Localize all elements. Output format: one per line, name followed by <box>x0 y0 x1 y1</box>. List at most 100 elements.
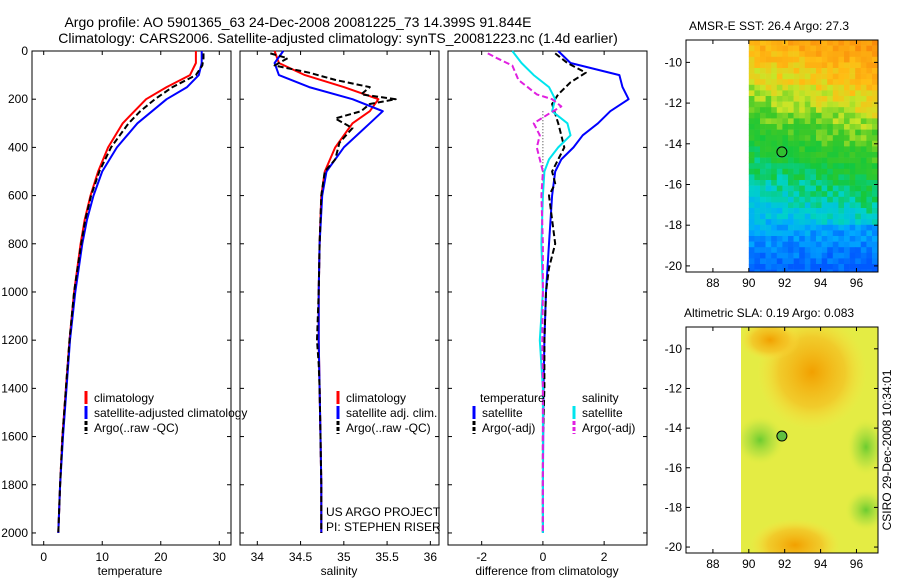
sst-heatmap-cell <box>776 140 783 147</box>
y-tick-label: -14 <box>665 137 683 151</box>
sst-heatmap-cell <box>776 241 783 248</box>
x-tick-label: 30 <box>213 550 227 564</box>
sst-heatmap-cell <box>804 185 811 192</box>
sst-heatmap-cell <box>832 118 839 125</box>
sst-heatmap-cell <box>771 213 778 220</box>
sst-heatmap-cell <box>855 236 862 242</box>
sst-heatmap-cell <box>776 168 783 175</box>
sst-heatmap-cell <box>748 112 755 119</box>
sst-heatmap-cell <box>816 79 822 86</box>
sst-heatmap-cell <box>748 258 755 265</box>
sst-heatmap-cell <box>810 129 817 136</box>
sst-heatmap-cell <box>754 196 761 203</box>
sst-heatmap-cell <box>760 252 766 259</box>
sst-heatmap-cell <box>872 107 878 114</box>
sst-heatmap-cell <box>771 107 778 114</box>
sst-heatmap-cell <box>799 129 806 136</box>
sst-heatmap-cell <box>860 180 867 186</box>
sst-heatmap-cell <box>832 62 839 69</box>
sst-heatmap-cell <box>832 157 839 164</box>
sst-heatmap-cell <box>799 140 806 147</box>
sst-heatmap-cell <box>765 224 772 231</box>
sst-heatmap-cell <box>866 152 873 158</box>
sst-heatmap-cell <box>866 230 873 237</box>
sst-heatmap-cell <box>816 51 822 58</box>
sst-heatmap-cell <box>804 140 811 147</box>
sst-heatmap-cell <box>860 96 867 102</box>
sst-heatmap-cell <box>844 191 850 198</box>
sst-heatmap-cell <box>754 112 761 119</box>
sst-heatmap-cell <box>827 51 834 58</box>
y-tick-label: 1400 <box>1 381 28 395</box>
sst-heatmap-cell <box>771 258 778 265</box>
sst-heatmap-cell <box>788 230 794 237</box>
sst-heatmap-cell <box>849 247 856 254</box>
sst-heatmap-cell <box>827 157 834 164</box>
sst-heatmap-cell <box>782 236 789 242</box>
sst-heatmap-cell <box>832 84 839 91</box>
sst-heatmap-cell <box>849 252 856 259</box>
sst-heatmap-cell <box>765 90 772 97</box>
sst-heatmap-cell <box>860 101 867 108</box>
sst-heatmap-cell <box>793 51 800 58</box>
sst-heatmap-cell <box>849 196 856 203</box>
sst-heatmap-cell <box>849 224 856 231</box>
sst-heatmap-cell <box>844 90 850 97</box>
sst-heatmap-cell <box>788 219 794 226</box>
sst-heatmap-cell <box>872 247 878 254</box>
sst-heatmap-cell <box>827 191 834 198</box>
y-tick-label: -20 <box>665 540 683 554</box>
sst-heatmap-cell <box>771 247 778 254</box>
sst-heatmap-cell <box>821 163 828 170</box>
sst-heatmap-cell <box>776 180 783 186</box>
x-tick-label: 92 <box>778 276 792 290</box>
sst-heatmap-cell <box>760 51 766 58</box>
salinity-panel: 34 34.5 35 35.5 36 salinity climatology sate… <box>239 50 441 578</box>
y-tick-label: -20 <box>665 259 683 273</box>
x-tick-label: 88 <box>706 557 720 571</box>
sst-heatmap-cell <box>855 118 862 125</box>
salinity-legend: climatology satellite adj. clim. Argo(..… <box>336 391 437 435</box>
sst-heatmap-cell <box>748 224 755 231</box>
series-line-salinity-argo-adj- <box>487 52 563 533</box>
sst-heatmap-cell <box>788 45 794 52</box>
sst-heatmap-cell <box>771 196 778 203</box>
sst-heatmap-cell <box>810 124 817 130</box>
sst-heatmap-cell <box>754 40 761 46</box>
sst-heatmap-cell <box>810 247 817 254</box>
sst-heatmap-cell <box>816 269 822 272</box>
sst-heatmap-cell <box>765 140 772 147</box>
sst-heatmap-cell <box>760 219 766 226</box>
y-tick-label: 400 <box>8 140 28 154</box>
sst-heatmap-cell <box>771 224 778 231</box>
sst-heatmap-cell <box>844 196 850 203</box>
salinity-legend-argo: Argo(..raw -QC) <box>346 421 431 435</box>
sst-heatmap-cell <box>799 157 806 164</box>
sst-heatmap-cell <box>782 56 789 63</box>
sst-heatmap-cell <box>855 152 862 158</box>
sst-heatmap-cell <box>765 146 772 153</box>
sst-heatmap-cell <box>816 152 822 158</box>
sst-heatmap-cell <box>838 51 845 58</box>
sst-heatmap-cell <box>793 118 800 125</box>
sst-heatmap-cell <box>793 219 800 226</box>
sst-heatmap-cell <box>776 258 783 265</box>
sst-heatmap-cell <box>760 247 766 254</box>
sst-heatmap-cell <box>793 191 800 198</box>
sst-heatmap-cell <box>765 62 772 69</box>
sst-heatmap-cell <box>866 45 873 52</box>
sst-heatmap-cell <box>765 118 772 125</box>
sst-heatmap-cell <box>832 112 839 119</box>
sst-heatmap-cell <box>866 224 873 231</box>
sst-heatmap-cell <box>810 96 817 102</box>
sst-heatmap-cell <box>782 84 789 91</box>
difference-legend-salinity-header: salinity <box>582 391 619 405</box>
sst-heatmap-cell <box>872 213 878 220</box>
sst-heatmap-cell <box>799 45 806 52</box>
sst-heatmap-cell <box>827 219 834 226</box>
sst-heatmap-cell <box>771 73 778 80</box>
sst-heatmap-cell <box>855 68 862 74</box>
sst-heatmap-cell <box>765 236 772 242</box>
sst-heatmap-cell <box>838 247 845 254</box>
sst-heatmap-cell <box>849 236 856 242</box>
